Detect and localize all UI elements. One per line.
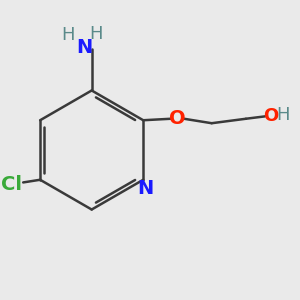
- Text: O: O: [263, 107, 278, 125]
- Text: O: O: [169, 109, 186, 128]
- Text: H: H: [89, 25, 103, 43]
- Text: N: N: [137, 178, 154, 198]
- Text: H: H: [61, 26, 75, 44]
- Text: Cl: Cl: [2, 175, 22, 194]
- Text: N: N: [76, 38, 92, 57]
- Text: H: H: [276, 106, 290, 124]
